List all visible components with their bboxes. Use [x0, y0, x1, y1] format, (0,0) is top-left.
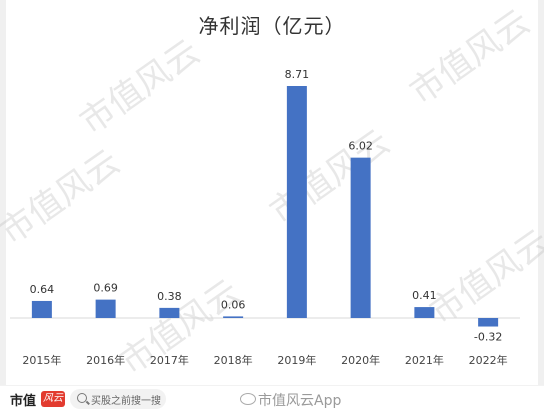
bar — [95, 299, 116, 318]
bar — [159, 307, 180, 318]
weibo-handle: 市值风云App — [258, 393, 342, 409]
bar — [414, 307, 435, 318]
data-label: 0.06 — [221, 298, 246, 311]
data-label: 6.02 — [348, 140, 373, 153]
x-tick-label: 2015年 — [22, 353, 61, 367]
data-label: 0.41 — [412, 289, 437, 302]
brand-logo: 风云 — [41, 391, 65, 407]
left-border — [0, 0, 6, 385]
chart-title: 净利润（亿元） — [198, 14, 346, 38]
data-label: 0.69 — [93, 282, 118, 295]
chart-frame: 市值风云 市值风云 市值风云 市值风云 市值风云 市值风云 净利润（亿元） 0.… — [0, 0, 544, 385]
x-tick-label: 2022年 — [469, 353, 508, 367]
bar — [223, 316, 244, 318]
bar — [286, 86, 307, 318]
search-placeholder: 买股之前搜一搜 — [91, 396, 161, 407]
bar — [350, 157, 371, 318]
footer: 市值 风云 买股之前搜一搜 市值风云App — [0, 385, 544, 416]
data-label: 0.38 — [157, 290, 182, 303]
data-label: -0.32 — [474, 331, 502, 344]
bar — [31, 300, 52, 318]
x-tick-label: 2016年 — [86, 353, 125, 367]
search-icon — [77, 393, 87, 403]
brand-name: 市值 — [10, 394, 37, 409]
x-tick-label: 2019年 — [277, 353, 316, 367]
bar — [478, 318, 499, 327]
x-tick-label: 2021年 — [405, 353, 444, 367]
bar-chart: 0.64 2015年 0.69 2016年 0.38 2017年 0.06 2018年 8.71… — [10, 68, 520, 367]
data-label: 0.64 — [30, 283, 55, 296]
x-tick-label: 2017年 — [150, 353, 189, 367]
x-tick-label: 2018年 — [214, 353, 253, 367]
right-border — [538, 0, 544, 385]
weibo-icon — [240, 393, 256, 405]
search-box[interactable]: 买股之前搜一搜 — [70, 389, 166, 409]
data-label: 8.71 — [285, 68, 310, 81]
x-tick-label: 2020年 — [341, 353, 380, 367]
